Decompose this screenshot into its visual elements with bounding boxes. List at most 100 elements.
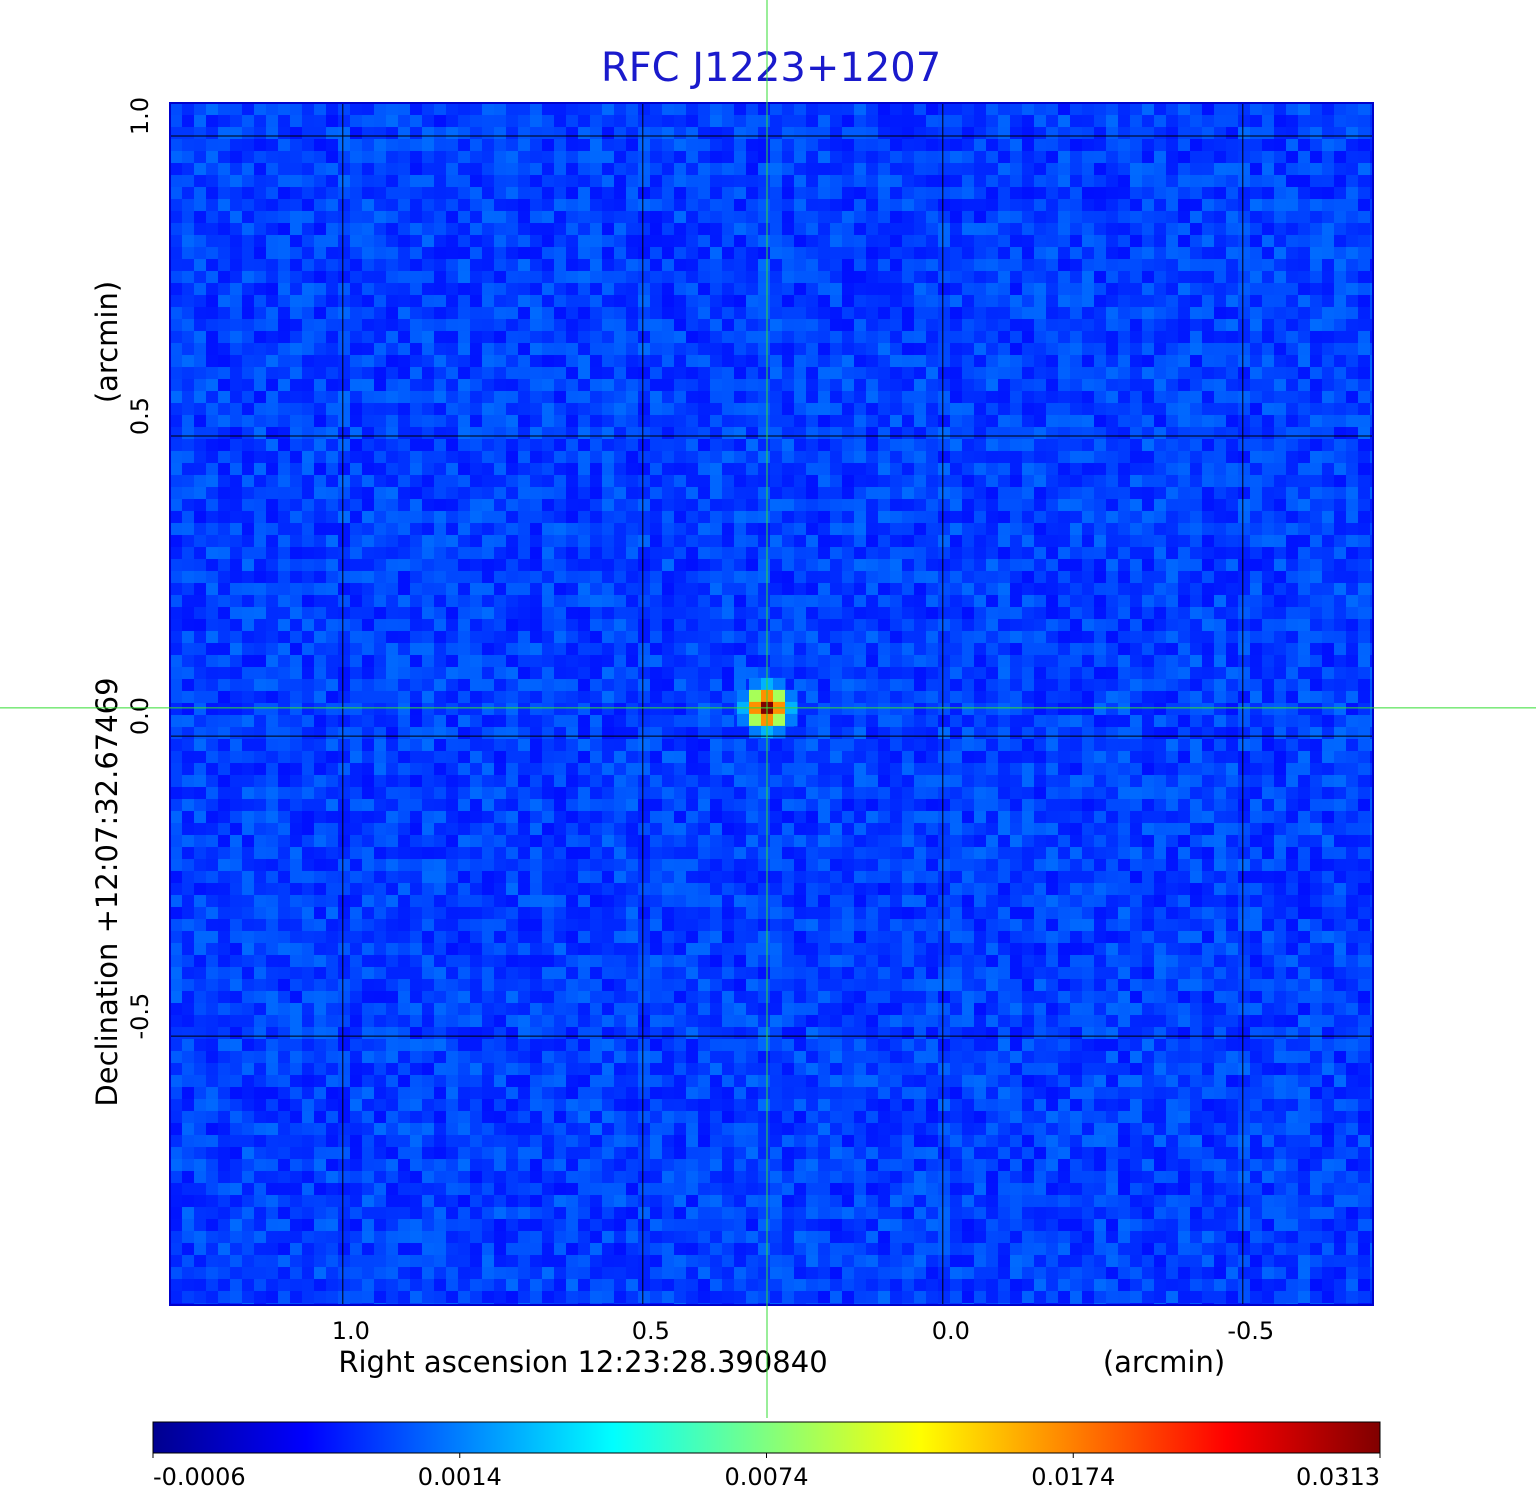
noise-pixel: [1190, 163, 1203, 176]
noise-pixel: [1346, 487, 1359, 500]
noise-pixel: [842, 379, 855, 392]
noise-pixel: [302, 547, 315, 560]
noise-pixel: [458, 691, 471, 704]
noise-pixel: [434, 511, 447, 524]
noise-pixel: [1058, 331, 1071, 344]
noise-pixel: [926, 187, 939, 200]
noise-pixel: [1070, 451, 1083, 464]
noise-pixel: [650, 643, 663, 656]
noise-pixel: [1082, 343, 1095, 356]
noise-pixel: [782, 619, 795, 632]
noise-pixel: [1370, 319, 1373, 332]
noise-pixel: [482, 499, 495, 512]
noise-pixel: [914, 211, 927, 224]
noise-pixel: [566, 571, 579, 584]
noise-pixel: [806, 667, 819, 680]
noise-pixel: [542, 259, 555, 272]
noise-pixel: [566, 319, 579, 332]
noise-pixel: [206, 475, 219, 488]
noise-pixel: [1286, 451, 1299, 464]
noise-pixel: [410, 331, 423, 344]
noise-pixel: [626, 487, 639, 500]
noise-pixel: [986, 343, 999, 356]
noise-pixel: [1154, 523, 1167, 536]
noise-pixel: [638, 403, 651, 416]
noise-pixel: [1190, 595, 1203, 608]
noise-pixel: [1226, 511, 1239, 524]
noise-pixel: [1070, 403, 1083, 416]
noise-pixel: [1166, 571, 1179, 584]
noise-pixel: [1226, 187, 1239, 200]
noise-pixel: [1226, 211, 1239, 224]
noise-pixel: [170, 139, 183, 152]
noise-pixel: [590, 643, 603, 656]
noise-pixel: [1286, 295, 1299, 308]
noise-pixel: [1106, 403, 1119, 416]
noise-pixel: [590, 199, 603, 212]
noise-pixel: [1106, 439, 1119, 452]
noise-pixel: [542, 175, 555, 188]
noise-pixel: [1142, 175, 1155, 188]
noise-pixel: [1250, 475, 1263, 488]
noise-pixel: [1298, 163, 1311, 176]
noise-pixel: [818, 427, 831, 440]
noise-pixel: [218, 139, 231, 152]
noise-pixel: [1334, 523, 1347, 536]
noise-pixel: [446, 367, 459, 380]
noise-pixel: [1238, 595, 1251, 608]
noise-pixel: [1274, 223, 1287, 236]
noise-pixel: [818, 343, 831, 356]
noise-pixel: [1010, 475, 1023, 488]
noise-pixel: [1286, 571, 1299, 584]
noise-pixel: [1334, 295, 1347, 308]
noise-pixel: [1142, 523, 1155, 536]
noise-pixel: [278, 283, 291, 296]
noise-pixel: [374, 571, 387, 584]
noise-pixel: [1310, 571, 1323, 584]
noise-pixel: [1106, 247, 1119, 260]
noise-pixel: [1346, 175, 1359, 188]
noise-pixel: [182, 643, 195, 656]
noise-pixel: [746, 403, 759, 416]
noise-pixel: [278, 355, 291, 368]
noise-pixel: [722, 463, 735, 476]
noise-pixel: [614, 223, 627, 236]
noise-pixel: [314, 403, 327, 416]
noise-pixel: [470, 499, 483, 512]
noise-pixel: [854, 415, 867, 428]
noise-pixel: [638, 655, 651, 668]
noise-pixel: [302, 463, 315, 476]
noise-pixel: [830, 631, 843, 644]
noise-pixel: [1238, 679, 1251, 692]
noise-pixel: [1238, 331, 1251, 344]
noise-pixel: [1106, 523, 1119, 536]
noise-pixel: [998, 331, 1011, 344]
noise-pixel: [614, 619, 627, 632]
noise-pixel: [278, 451, 291, 464]
noise-pixel: [650, 427, 663, 440]
noise-pixel: [746, 583, 759, 596]
noise-pixel: [1034, 595, 1047, 608]
noise-pixel: [1358, 223, 1371, 236]
noise-pixel: [410, 535, 423, 548]
noise-pixel: [398, 187, 411, 200]
noise-pixel: [1058, 643, 1071, 656]
noise-pixel: [1166, 139, 1179, 152]
noise-pixel: [674, 571, 687, 584]
noise-pixel: [1334, 487, 1347, 500]
noise-pixel: [710, 223, 723, 236]
noise-pixel: [350, 403, 363, 416]
noise-pixel: [842, 355, 855, 368]
noise-pixel: [1262, 619, 1275, 632]
noise-pixel: [446, 583, 459, 596]
noise-pixel: [878, 547, 891, 560]
noise-pixel: [446, 547, 459, 560]
noise-pixel: [1022, 499, 1035, 512]
noise-pixel: [806, 607, 819, 620]
noise-pixel: [962, 559, 975, 572]
noise-pixel: [338, 331, 351, 344]
noise-pixel: [1010, 595, 1023, 608]
noise-pixel: [386, 175, 399, 188]
noise-pixel: [1346, 619, 1359, 632]
noise-pixel: [914, 523, 927, 536]
